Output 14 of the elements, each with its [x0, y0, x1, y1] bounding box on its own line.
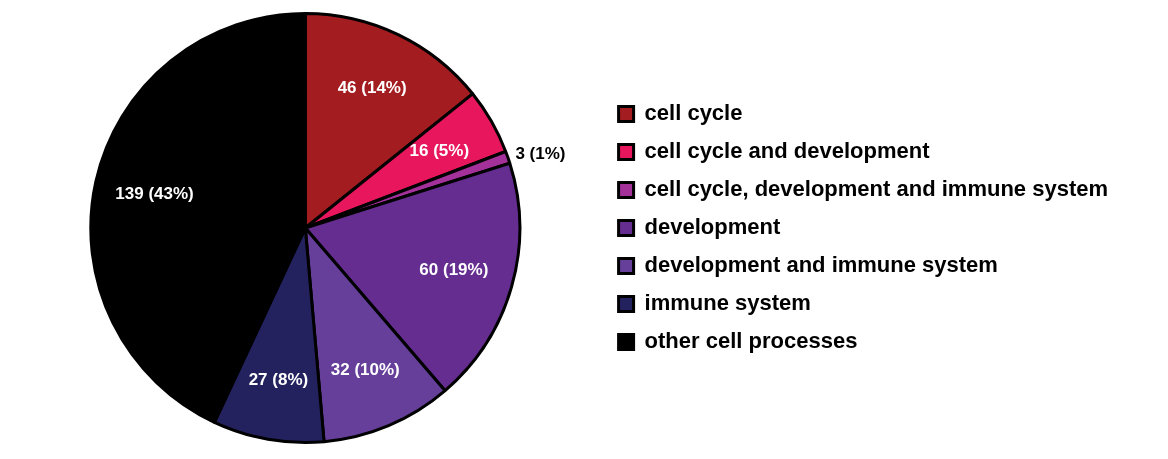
data-label: 60 (19%): [419, 259, 489, 279]
legend-label: other cell processes: [644, 328, 858, 354]
data-label: 46 (14%): [337, 78, 407, 98]
legend-label: cell cycle, development and immune system: [644, 176, 1109, 202]
legend-label: immune system: [644, 290, 811, 316]
data-label: 32 (10%): [330, 360, 400, 380]
legend-label: development and immune system: [644, 252, 998, 278]
data-label: 139 (43%): [115, 184, 194, 204]
legend-label: cell cycle and development: [644, 138, 931, 164]
data-label: 3 (1%): [515, 144, 566, 164]
legend-label: cell cycle: [644, 100, 743, 126]
legend-label: development: [644, 214, 781, 240]
data-label: 16 (5%): [409, 140, 470, 160]
data-label: 27 (8%): [248, 369, 309, 389]
